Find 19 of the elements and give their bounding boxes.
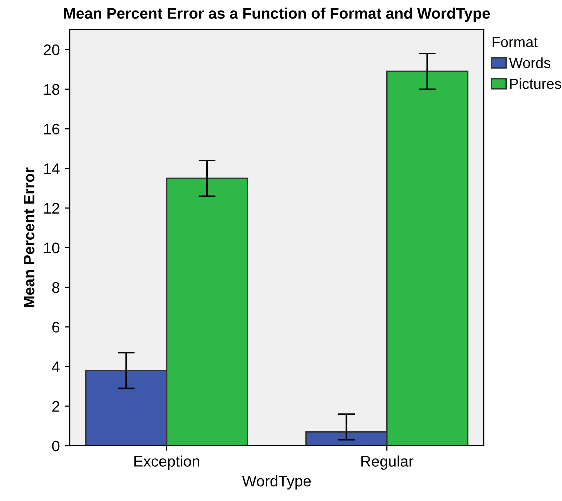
legend-label: Pictures bbox=[510, 78, 562, 90]
y-tick-label: 14 bbox=[44, 164, 60, 174]
y-tick-label: 12 bbox=[44, 203, 60, 214]
y-tick-label: 4 bbox=[52, 362, 60, 372]
legend-label: Words bbox=[509, 58, 551, 68]
y-tick-label: 10 bbox=[44, 242, 60, 254]
y-tick-label: 2 bbox=[52, 401, 60, 412]
chart-title: Mean Percent Error as a Function of Format and WordType bbox=[64, 8, 490, 22]
y-axis-title: Mean Percent Error bbox=[24, 168, 35, 308]
y-tick-label: 16 bbox=[44, 124, 60, 135]
legend-title: Format bbox=[492, 37, 538, 48]
y-tick-label: 6 bbox=[52, 322, 60, 333]
x-tick-label: Exception bbox=[134, 456, 200, 470]
y-tick-label: 8 bbox=[52, 282, 60, 294]
y-tick-label: 20 bbox=[44, 44, 60, 56]
y-tick-label: 0 bbox=[52, 440, 60, 452]
x-tick-label: Regular bbox=[362, 456, 414, 470]
x-axis-title: WordType bbox=[242, 476, 311, 490]
y-tick-label: 18 bbox=[44, 84, 60, 96]
